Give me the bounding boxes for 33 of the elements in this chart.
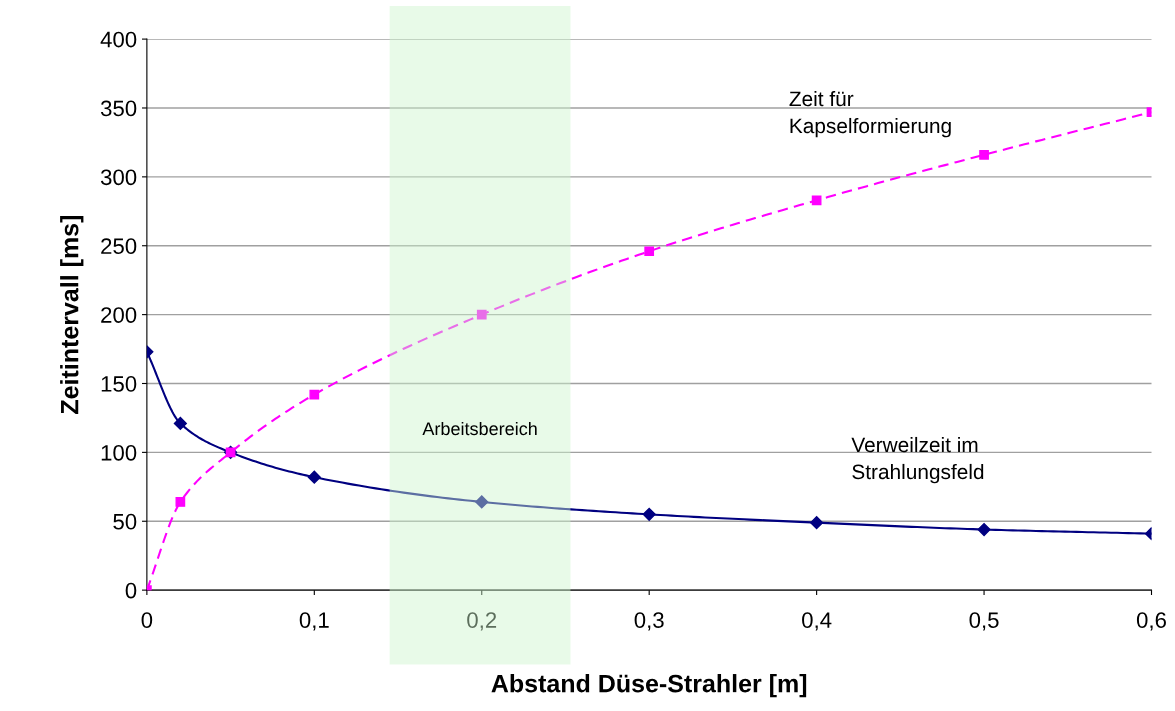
point — [173, 416, 187, 431]
x-tick-label: 0 — [141, 612, 153, 628]
x-axis-title: Abstand Düse-Strahler [m] — [491, 674, 807, 698]
point — [476, 309, 487, 320]
y-tick-label: 0 — [125, 582, 137, 599]
y-tick-label: 200 — [101, 307, 137, 323]
point — [307, 470, 321, 484]
x-tick-label: 0,2 — [467, 612, 497, 631]
y-tick-label: 350 — [100, 100, 137, 117]
point — [979, 149, 989, 160]
y-tick-label: 250 — [101, 238, 137, 255]
x-tick-label: 0,3 — [634, 612, 664, 631]
point — [642, 507, 656, 521]
point — [811, 195, 822, 206]
x-tick-label: 0,5 — [969, 612, 999, 631]
point — [309, 389, 320, 400]
point — [810, 516, 824, 530]
y-axis-title: Zeitintervall [ms] — [60, 215, 84, 414]
band-label: Arbeitsbereich — [422, 421, 537, 436]
x-tick-label: 0,6 — [1136, 612, 1166, 631]
y-tick-label: 100 — [101, 444, 137, 461]
x-tick-label: 0,4 — [802, 612, 832, 631]
y-tick-label: 50 — [113, 513, 137, 530]
point — [475, 495, 489, 509]
point — [977, 522, 991, 537]
y-tick-label: 400 — [100, 31, 137, 48]
series-label: Zeit für Kapselformierung — [789, 90, 951, 138]
x-tick-label: 0,1 — [299, 612, 329, 631]
y-tick-label: 300 — [100, 169, 137, 186]
point — [644, 246, 655, 257]
point — [175, 497, 186, 507]
series-label: Verweilzeit im Strahlungsfeld — [851, 436, 984, 484]
y-tick-label: 150 — [101, 376, 137, 392]
